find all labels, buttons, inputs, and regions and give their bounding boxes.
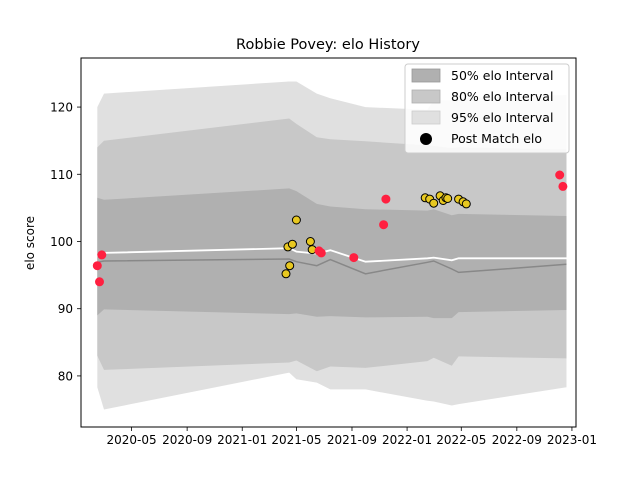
y-tick-label-80: 80 (58, 369, 73, 383)
mean-elo-line (96, 247, 567, 263)
elo-lines (96, 247, 567, 275)
legend-label-50: 50% elo Interval (451, 68, 553, 83)
interval-bands (97, 81, 567, 410)
legend-label-80: 80% elo Interval (451, 89, 553, 104)
post-match-point-3 (97, 250, 107, 260)
post-match-point-2 (95, 277, 104, 287)
post-match-point-12 (316, 248, 326, 258)
post-match-points (92, 170, 568, 287)
legend-swatch-80 (411, 89, 441, 104)
x-tick-label-2021-05: 2021-05 (271, 433, 321, 447)
post-match-point-26 (555, 170, 565, 180)
post-match-point-4 (281, 269, 291, 279)
x-tick-label-2023-01: 2023-01 (547, 433, 597, 447)
median-elo-line (97, 258, 567, 275)
y-tick-label-100: 100 (50, 235, 73, 249)
x-tick-label-2021-09: 2021-09 (327, 433, 377, 447)
y-tick-label-90: 90 (58, 302, 73, 316)
post-match-point-15 (381, 194, 391, 204)
post-match-point-14 (379, 220, 389, 230)
x-axis: 2020-05 2020-09 2021-01 2021-05 2021-09 2022-… (107, 427, 597, 447)
post-match-point-8 (291, 215, 301, 225)
legend-box (404, 63, 570, 154)
x-tick-label-2022-05: 2022-05 (436, 433, 486, 447)
x-tick-label-2020-05: 2020-05 (107, 433, 157, 447)
post-match-point-7 (287, 239, 297, 249)
y-axis: 80 90 100 110 120 (50, 101, 81, 383)
post-match-point-13 (349, 253, 359, 263)
legend-label-95: 95% elo Interval (451, 110, 553, 125)
post-match-point-18 (429, 198, 439, 208)
legend-swatch-95 (411, 110, 441, 125)
plot-frame (80, 57, 577, 428)
legend: 50% elo Interval 80% elo Interval 95% el… (404, 63, 570, 154)
legend-label-post-match: Post Match elo (451, 131, 542, 146)
post-match-point-1 (92, 261, 102, 271)
x-tick-label-2022-09: 2022-09 (492, 433, 542, 447)
legend-marker-post-match (420, 133, 432, 145)
post-match-point-22 (443, 194, 453, 203)
band-50-interval (97, 188, 567, 319)
post-match-point-27 (558, 181, 568, 191)
x-tick-label-2021-01: 2021-01 (217, 433, 267, 447)
x-tick-label-2022-01: 2022-01 (382, 433, 432, 447)
chart-title: Robbie Povey: elo History (236, 37, 420, 53)
x-tick-label-2020-09: 2020-09 (162, 433, 212, 447)
legend-swatch-50 (411, 68, 441, 83)
post-match-point-9 (305, 237, 315, 246)
y-tick-label-110: 110 (50, 168, 73, 182)
post-match-point-25 (461, 199, 471, 209)
post-match-point-6 (285, 261, 295, 271)
y-axis-label: elo score (23, 216, 37, 270)
y-tick-label-120: 120 (50, 101, 73, 115)
